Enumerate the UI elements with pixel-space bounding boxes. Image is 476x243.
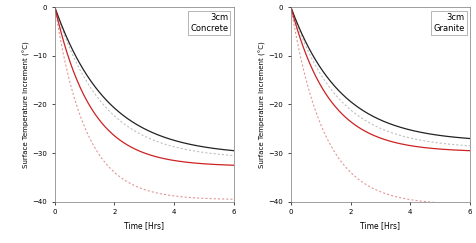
Y-axis label: Surface Temperature Increment (°C): Surface Temperature Increment (°C): [258, 41, 265, 168]
Text: 3cm
Granite: 3cm Granite: [432, 13, 464, 33]
X-axis label: Time [Hrs]: Time [Hrs]: [124, 221, 164, 230]
Text: 3cm
Concrete: 3cm Concrete: [190, 13, 228, 33]
Y-axis label: Surface Temperature Increment (°C): Surface Temperature Increment (°C): [22, 41, 30, 168]
X-axis label: Time [Hrs]: Time [Hrs]: [360, 221, 399, 230]
